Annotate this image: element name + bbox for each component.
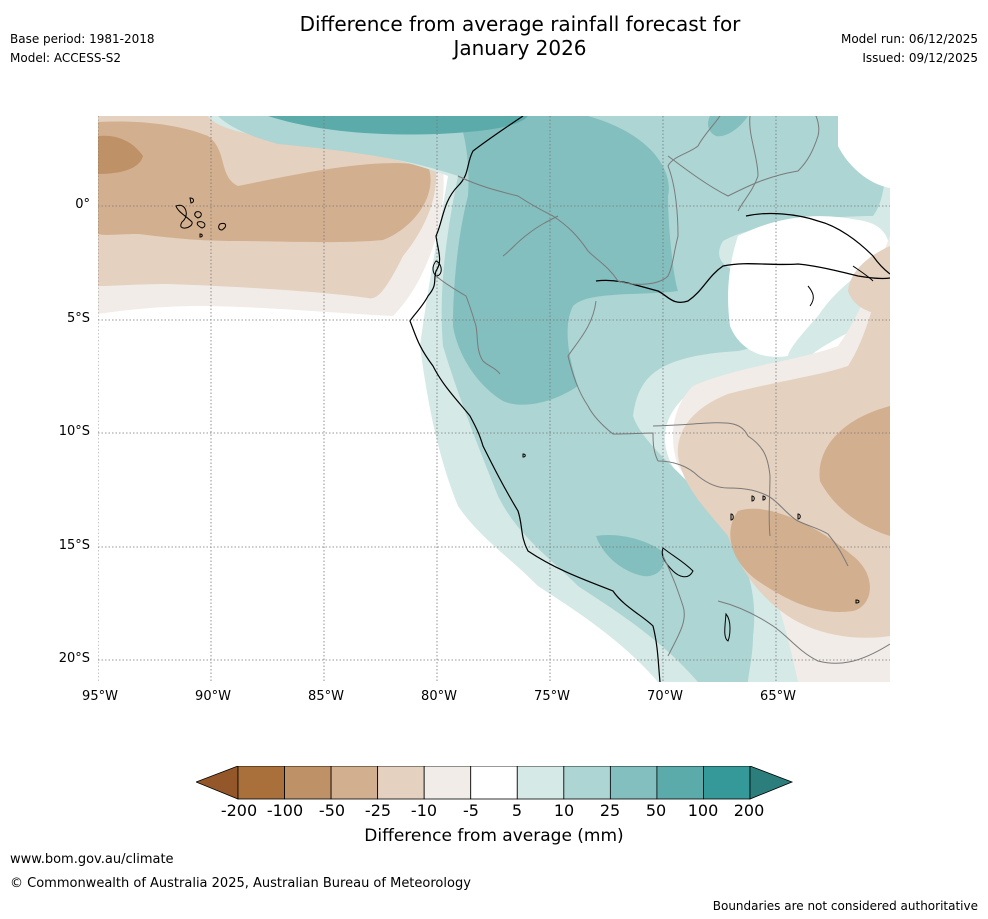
dry-zone-south-east <box>819 406 890 536</box>
lon-label-70w: 70°W <box>647 689 683 704</box>
wet-zone-core <box>268 116 528 135</box>
lon-label-80w: 80°W <box>421 689 457 704</box>
rio-negro <box>745 212 890 275</box>
country-borders <box>435 116 890 664</box>
lat-label-5s: 5°S <box>66 311 90 326</box>
colorbar-tick-minus200: -200 <box>220 801 258 820</box>
colorbar-tick-5: 5 <box>511 801 523 820</box>
colorbar-tick-200: 200 <box>733 801 765 820</box>
colorbar-cell <box>516 766 565 800</box>
lat-label-20s: 20°S <box>58 651 90 666</box>
graticule <box>98 116 890 682</box>
copyright-notice: © Commonwealth of Australia 2025, Austra… <box>10 876 471 891</box>
title-line-2: January 2026 <box>453 36 587 60</box>
coastline-south-america <box>409 116 661 682</box>
colorbar-cell <box>284 766 332 800</box>
lat-label-15s: 15°S <box>58 538 90 553</box>
lake-poopo <box>724 612 731 642</box>
colorbar-cell <box>609 766 658 800</box>
colorbar-cells <box>237 766 751 800</box>
dry-zone-pacific-wet <box>98 121 431 243</box>
colorbar-cell <box>237 766 285 800</box>
issued-date: Issued: 09/12/2025 <box>862 51 978 65</box>
lon-label-90w: 90°W <box>195 689 231 704</box>
colorbar-cell <box>703 766 751 800</box>
colorbar-tick-minus25: -25 <box>364 801 392 820</box>
neutral-zone-east <box>838 116 890 188</box>
colorbar-cell <box>377 766 425 800</box>
model-run-date: Model run: 06/12/2025 <box>840 32 978 46</box>
wet-zone-high-south <box>596 534 665 577</box>
website-link[interactable]: www.bom.gov.au/climate <box>10 852 174 867</box>
colorbar-tick-10: 10 <box>553 801 575 820</box>
colorbar-cell <box>330 766 379 800</box>
colorbar-cell <box>423 766 472 800</box>
boundaries-disclaimer: Boundaries are not considered authoritat… <box>712 899 978 913</box>
base-period: Base period: 1981-2018 <box>10 32 155 46</box>
colorbar <box>196 766 794 800</box>
colorbar-high-extend <box>749 766 794 800</box>
colorbar-tick-50: 50 <box>645 801 667 820</box>
lakes-bolivia <box>522 453 860 604</box>
title-line-1: Difference from average rainfall forecas… <box>299 12 741 36</box>
colorbar-tick-minus10: -10 <box>410 801 438 820</box>
colorbar-tick-minus50: -50 <box>318 801 346 820</box>
wet-zone-north-east <box>708 116 748 137</box>
lon-label-75w: 75°W <box>534 689 570 704</box>
dry-zone-pacific-core <box>98 135 143 174</box>
colorbar-tick-25: 25 <box>599 801 621 820</box>
colorbar-cell <box>470 766 518 800</box>
lake-titicaca <box>661 547 694 578</box>
lon-label-85w: 85°W <box>308 689 344 704</box>
rainfall-map <box>98 116 890 682</box>
colorbar-title: Difference from average (mm) <box>364 826 624 846</box>
chart-title: Difference from average rainfall forecas… <box>0 12 988 60</box>
colorbar-cell <box>563 766 611 800</box>
lon-label-65w: 65°W <box>760 689 796 704</box>
amazon-river <box>595 263 890 303</box>
colorbar-tick-100: 100 <box>687 801 719 820</box>
colorbar-cell <box>656 766 704 800</box>
lon-label-95w: 95°W <box>82 689 118 704</box>
galapagos-islands <box>175 197 227 238</box>
model-name: Model: ACCESS-S2 <box>10 51 122 65</box>
amazon-tributaries <box>807 265 874 307</box>
colorbar-tick-minus5: -5 <box>463 801 479 820</box>
colorbar-tick-minus100: -100 <box>266 801 304 820</box>
lat-label-0: 0° <box>75 197 90 212</box>
dry-zone-south-wet <box>730 508 870 612</box>
lat-label-10s: 10°S <box>58 424 90 439</box>
wet-zone-high <box>453 116 678 405</box>
colorbar-low-extend <box>196 766 239 800</box>
